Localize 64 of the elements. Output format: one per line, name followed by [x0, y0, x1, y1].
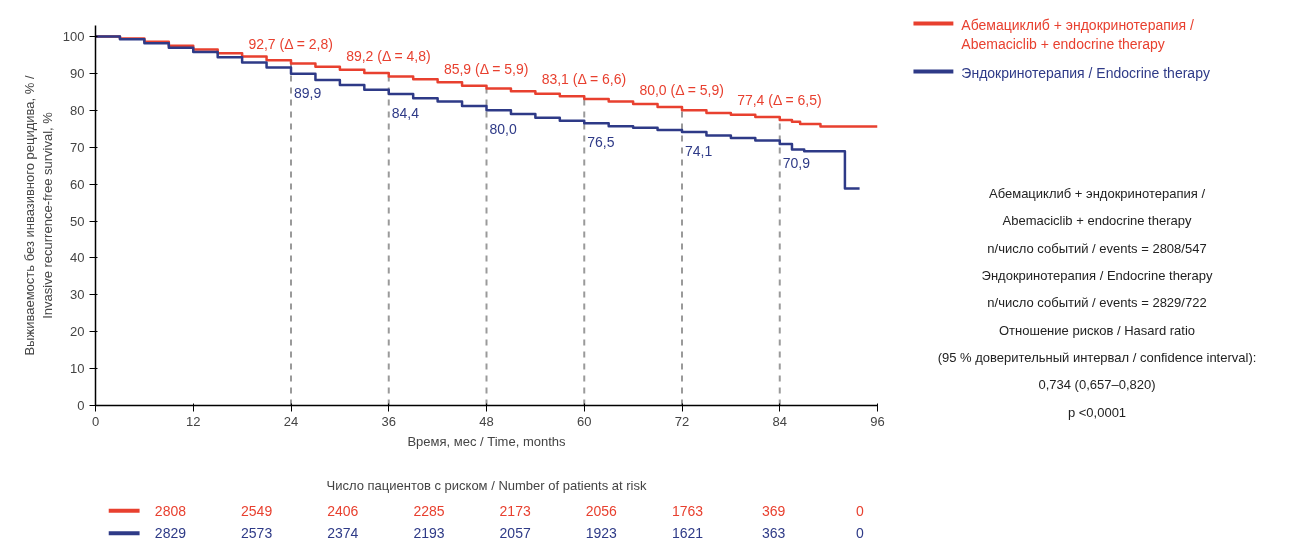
y-tick-label: 80: [70, 102, 85, 118]
text: 2406: [327, 502, 359, 519]
text: 2549: [241, 502, 273, 519]
text: Abemaciclib + endocrine therapy: [1002, 213, 1192, 229]
annotation: 74,1: [685, 143, 713, 160]
y-tick-label: 90: [70, 65, 85, 81]
text: 2285: [413, 502, 445, 519]
text: p <0,0001: [1067, 404, 1127, 420]
text: Эндокринотерапия / Endocrine therapy: [981, 268, 1213, 284]
annotation: 92,7 (Δ = 2,8): [248, 35, 333, 52]
x-tick-label: 36: [381, 413, 396, 429]
text: n/число событий / events = 2808/547: [987, 240, 1207, 256]
y-tick-label: 40: [70, 250, 85, 266]
text: 0: [855, 525, 864, 542]
text: 2374: [327, 525, 359, 542]
text: 2057: [499, 525, 531, 542]
annotation: 84,4: [391, 105, 420, 122]
text: 2173: [499, 502, 531, 519]
y-tick-label: 70: [70, 139, 85, 155]
text: 0,734 (0,657–0,820): [1038, 377, 1156, 393]
legend-label: Абемациклиб + эндокринотерапия / Abemaciclib + endocrine therapy: [961, 16, 1195, 53]
text: 2193: [413, 525, 445, 542]
x-tick-label: 84: [772, 413, 787, 429]
text: n/число событий / events = 2829/722: [987, 295, 1207, 311]
annotation: 80,0 (Δ = 5,9): [639, 82, 724, 99]
x-tick-label: 60: [577, 413, 592, 429]
text: 2808: [154, 502, 187, 519]
annotation: 80,0: [489, 121, 517, 138]
y-tick-label: 10: [70, 361, 85, 377]
y-tick-label: 30: [70, 287, 85, 303]
x-axis-title: Время, мес / Time, months: [407, 433, 567, 449]
x-tick-label: 0: [91, 413, 100, 429]
y-tick-label: 0: [77, 398, 85, 413]
text: Абемациклиб + эндокринотерапия /: [988, 186, 1206, 202]
text: 1621: [671, 525, 704, 542]
y-tick-label: 100: [62, 29, 85, 45]
text: 2056: [585, 502, 618, 519]
legend-label: Эндокринотерапия / Endocrine therapy: [961, 64, 1210, 81]
annotation: 89,2 (Δ = 4,8): [346, 48, 431, 65]
text: 2829: [154, 525, 187, 542]
text: 369: [762, 502, 786, 519]
text: 1923: [585, 525, 618, 542]
annotation: 83,1 (Δ = 6,6): [541, 70, 627, 87]
annotation: 89,9: [294, 84, 322, 101]
x-tick-label: 24: [283, 413, 299, 429]
y-axis-title: Выживаемость без инвазивного рецидива, % / Invasive recurrence-free survival, %: [21, 75, 55, 356]
text: 0: [855, 502, 864, 519]
annotation: 70,9: [782, 154, 811, 171]
y-tick-label: 60: [70, 176, 85, 192]
x-tick-label: 12: [186, 413, 201, 429]
y-tick-label: 20: [70, 324, 85, 340]
x-tick-label: 96: [870, 413, 885, 429]
text: Отношение рисков / Hasard ratio: [998, 322, 1196, 338]
x-tick-label: 72: [674, 413, 690, 429]
text: 1763: [671, 502, 704, 519]
text: 2573: [241, 525, 273, 542]
y-tick-label: 50: [70, 213, 85, 229]
annotation: 77,4 (Δ = 6,5): [737, 91, 822, 108]
annotation: 85,9 (Δ = 5,9): [443, 60, 529, 77]
text: Число пациентов с риском / Number of patients at risk: [326, 477, 647, 493]
annotation: 76,5: [587, 134, 615, 151]
text: (95 % доверительный интервал / confidence interval):: [937, 349, 1257, 365]
x-tick-label: 48: [479, 413, 494, 429]
text: 363: [762, 525, 786, 542]
